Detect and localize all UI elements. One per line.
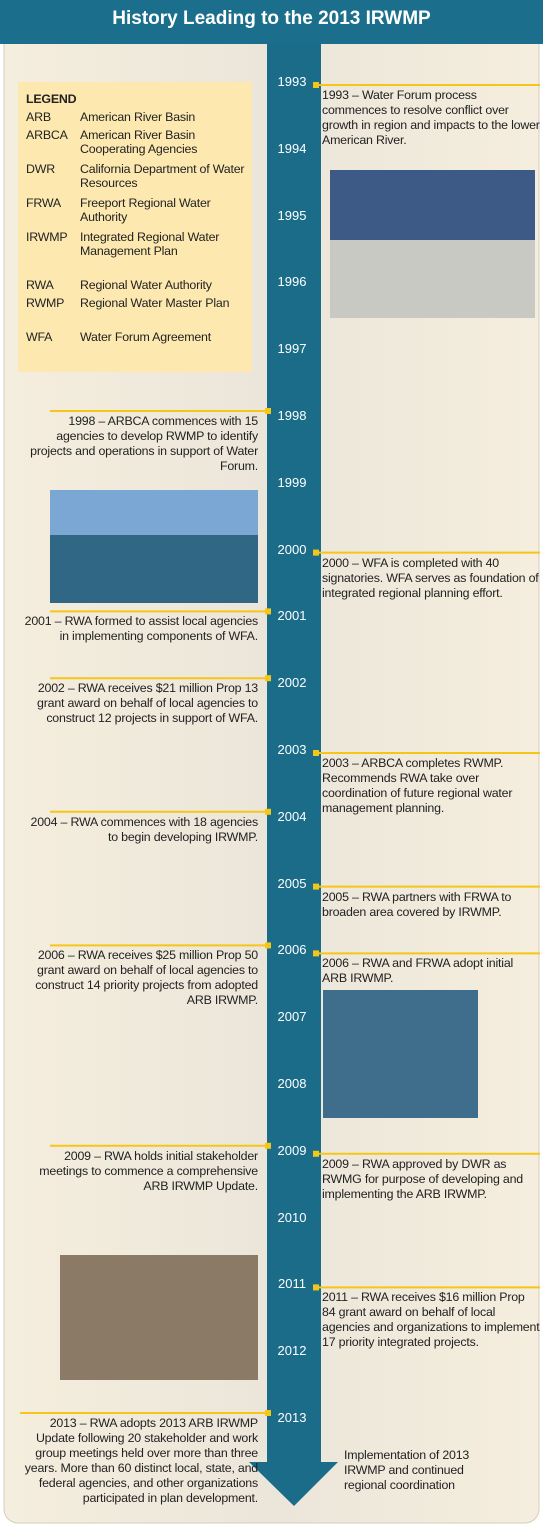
legend-heading: LEGEND — [26, 92, 76, 106]
event-text: 2006 – RWA and FRWA adopt initial ARB IR… — [322, 956, 540, 986]
year-label: 2002 — [265, 675, 319, 690]
year-label: 2013 — [265, 1410, 319, 1425]
event-text: 2006 – RWA receives $25 million Prop 50 … — [20, 948, 258, 1008]
legend-meaning: Integrated Regional Water Management Pla… — [80, 230, 248, 258]
year-label: 1999 — [265, 475, 319, 490]
year-label: 2008 — [265, 1076, 319, 1091]
event-text: 2000 – WFA is completed with 40 signator… — [322, 556, 540, 601]
event-text: 2011 – RWA receives $16 million Prop 84 … — [322, 1290, 540, 1350]
meeting-photo — [60, 1255, 258, 1380]
year-label: 1996 — [265, 274, 319, 289]
title: History Leading to the 2013 IRWMP — [0, 8, 543, 30]
year-label: 1994 — [265, 141, 319, 156]
event-text: 2001 – RWA formed to assist local agenci… — [20, 614, 258, 644]
year-label: 2007 — [265, 1009, 319, 1024]
capitol-photo-building — [330, 240, 535, 318]
legend-meaning: California Department of Water Resources — [80, 162, 248, 190]
year-label: 2011 — [265, 1276, 319, 1291]
event-text: 2009 – RWA approved by DWR as RWMG for p… — [322, 1157, 540, 1202]
event-text: 2002 – RWA receives $21 million Prop 13 … — [20, 681, 258, 726]
report-photo — [323, 990, 478, 1118]
legend: LEGEND ARB American River Basin ARBCA Ameri… — [18, 82, 252, 372]
year-label: 2001 — [265, 608, 319, 623]
legend-abbr: WFA — [26, 330, 52, 344]
year-label: 1998 — [265, 408, 319, 423]
legend-abbr: ARB — [26, 110, 51, 124]
year-label: 2010 — [265, 1210, 319, 1225]
year-label: 2003 — [265, 742, 319, 757]
legend-abbr: DWR — [26, 162, 55, 176]
event-text: 1993 – Water Forum process commences to … — [322, 88, 540, 148]
year-label: 2012 — [265, 1343, 319, 1358]
legend-abbr: ARBCA — [26, 128, 68, 142]
year-label: 2005 — [265, 876, 319, 891]
legend-meaning: Water Forum Agreement — [80, 330, 248, 344]
event-text: 2013 – RWA adopts 2013 ARB IRWMP Update … — [14, 1416, 258, 1506]
river-photo-water — [50, 535, 258, 603]
legend-abbr: FRWA — [26, 196, 61, 210]
legend-meaning: Regional Water Authority — [80, 278, 248, 292]
page: History Leading to the 2013 IRWMP LEGEND… — [0, 0, 543, 1527]
event-text: 2009 – RWA holds initial stakeholder mee… — [20, 1149, 258, 1194]
event-text: 1998 – ARBCA commences with 15 agencies … — [20, 414, 258, 474]
legend-meaning: American River Basin — [80, 110, 248, 124]
legend-abbr: IRWMP — [26, 230, 67, 244]
legend-meaning: Freeport Regional Water Authority — [80, 196, 248, 224]
legend-abbr: RWA — [26, 278, 54, 292]
year-label: 2006 — [265, 942, 319, 957]
event-text: 2004 – RWA commences with 18 agencies to… — [20, 815, 258, 845]
event-text: 2005 – RWA partners with FRWA to broaden… — [322, 890, 540, 920]
year-label: 1995 — [265, 208, 319, 223]
year-label: 2000 — [265, 542, 319, 557]
legend-abbr: RWMP — [26, 296, 64, 310]
event-text: 2003 – ARBCA completes RWMP. Recommends … — [322, 756, 540, 816]
legend-meaning: American River Basin Cooperating Agencie… — [80, 128, 248, 156]
year-label: 1997 — [265, 341, 319, 356]
year-label: 2004 — [265, 809, 319, 824]
year-label: 1993 — [265, 74, 319, 89]
footer-text: Implementation of 2013 IRWMP and continu… — [344, 1448, 494, 1493]
legend-meaning: Regional Water Master Plan — [80, 296, 248, 310]
year-label: 2009 — [265, 1143, 319, 1158]
